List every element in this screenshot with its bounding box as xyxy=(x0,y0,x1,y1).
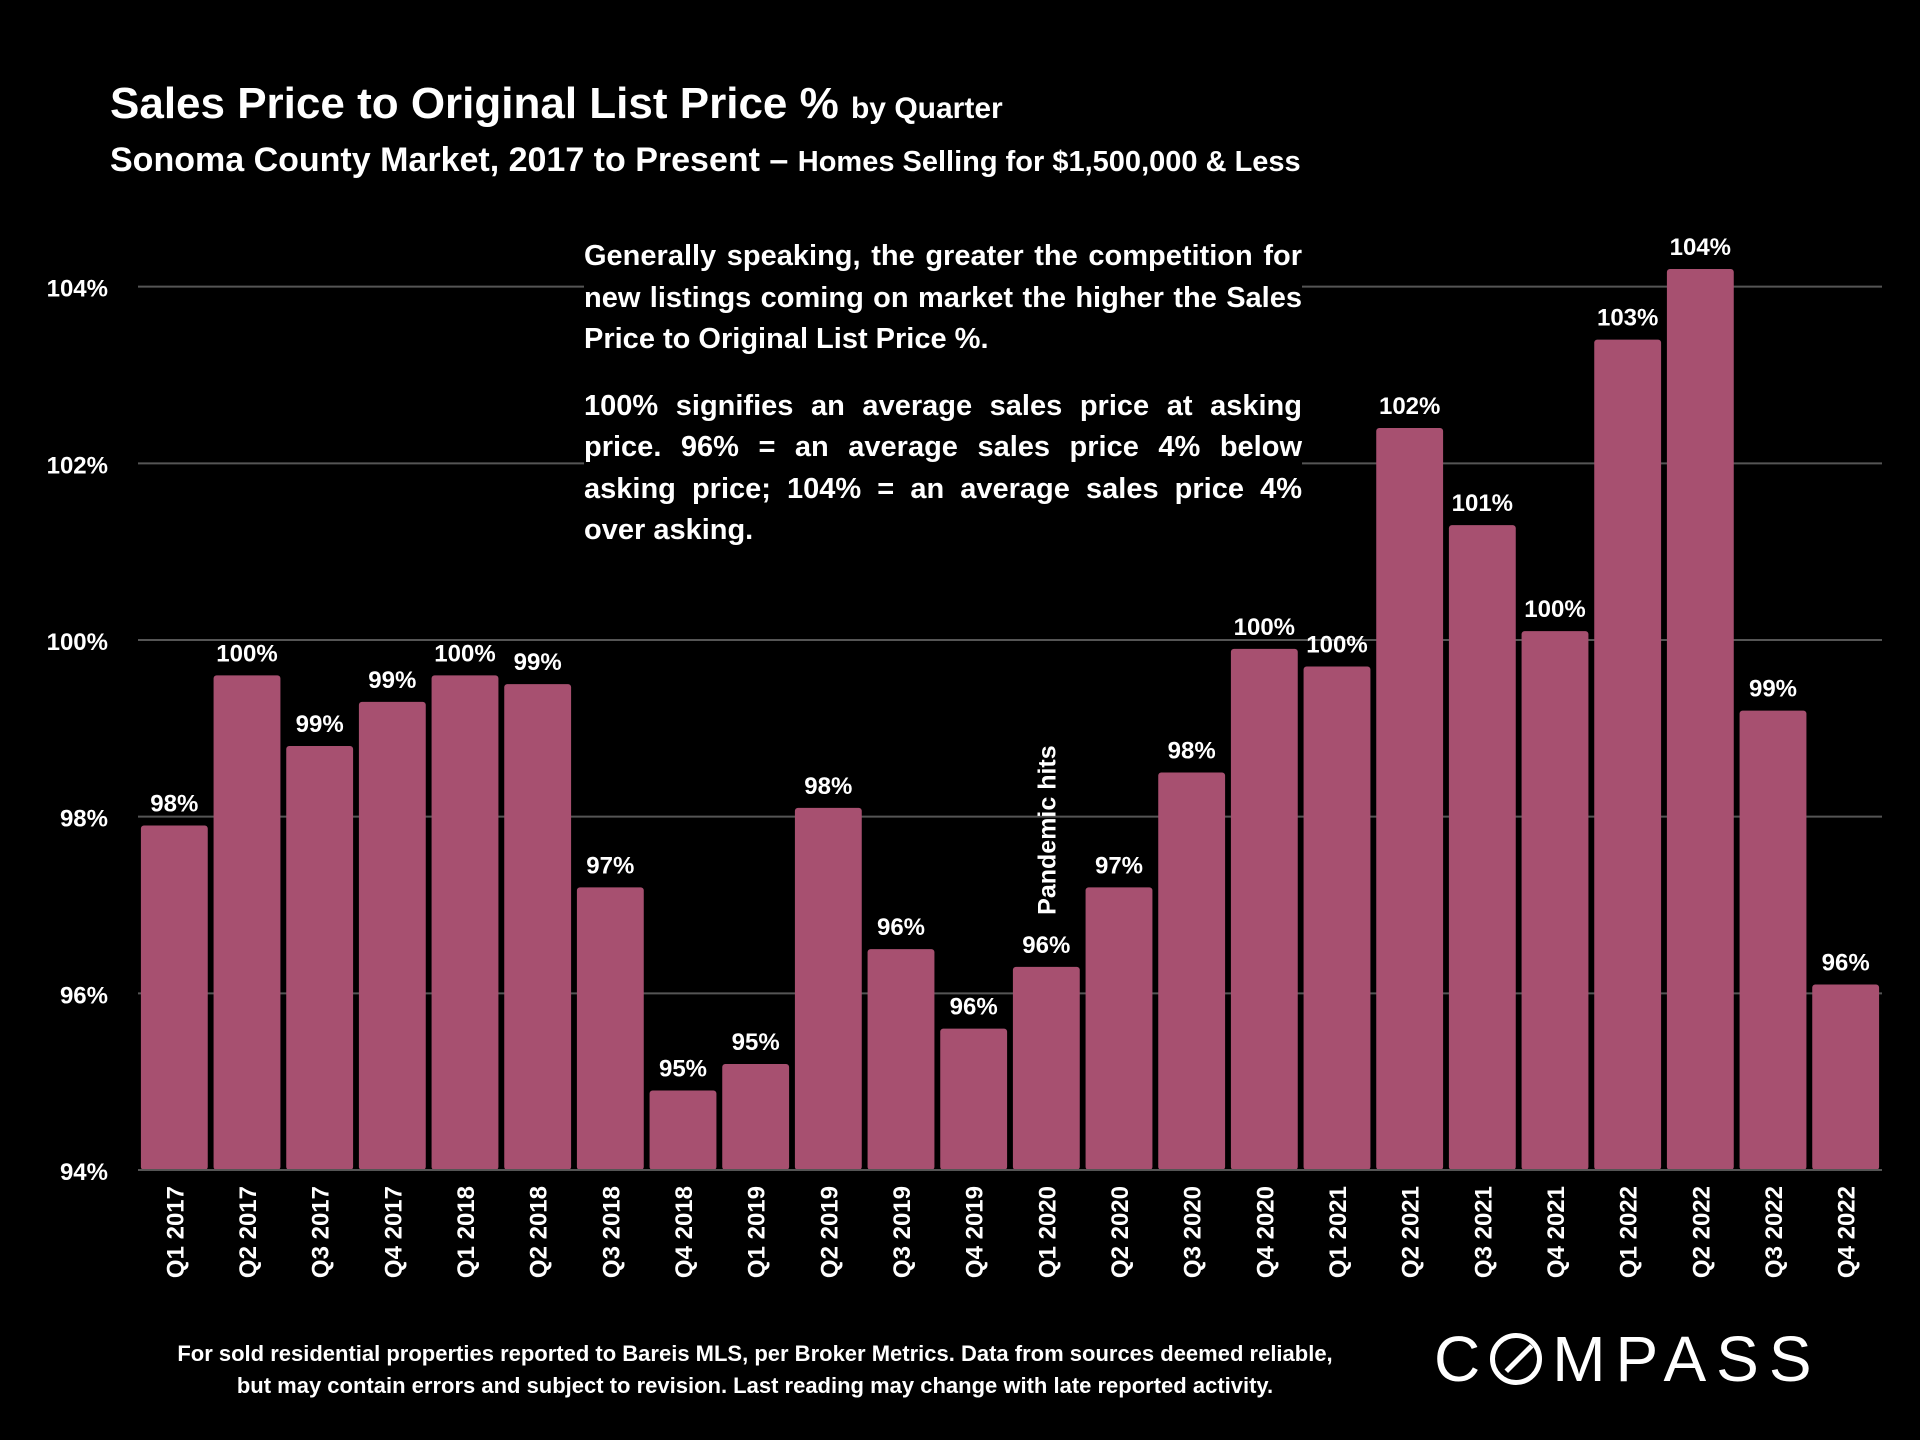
x-tick-label: Q4 2018 xyxy=(671,1186,698,1278)
x-tick-label: Q2 2018 xyxy=(526,1186,553,1278)
data-label: 102% xyxy=(1379,393,1440,420)
bar xyxy=(504,684,572,1170)
x-tick-label: Q4 2021 xyxy=(1543,1186,1570,1278)
chart-subtitle-main: Sonoma County Market, 2017 to Present – xyxy=(110,141,789,179)
explanation-paragraph-1: Generally speaking, the greater the comp… xyxy=(584,240,1302,355)
chart-title-main: Sales Price to Original List Price % xyxy=(110,79,839,128)
chart-subtitle: Sonoma County Market, 2017 to Present – … xyxy=(110,135,1301,187)
data-label: 97% xyxy=(1095,852,1143,879)
bar xyxy=(576,887,644,1170)
x-tick-label: Q1 2018 xyxy=(453,1186,480,1278)
data-label: 99% xyxy=(296,711,344,738)
data-label: 104% xyxy=(1670,234,1731,261)
x-tick-label: Q3 2021 xyxy=(1470,1186,1497,1278)
bar xyxy=(1158,772,1226,1170)
logo-compass-o-icon xyxy=(1490,1333,1543,1385)
data-label: 98% xyxy=(150,791,198,818)
bar xyxy=(1521,631,1589,1170)
y-tick-label: 104% xyxy=(47,276,108,303)
x-tick-label: Q3 2022 xyxy=(1761,1186,1788,1278)
chart-subtitle-suffix: Homes Selling for $1,500,000 & Less xyxy=(797,146,1301,178)
bar xyxy=(1666,269,1734,1170)
bar xyxy=(213,675,281,1170)
bar xyxy=(140,825,208,1170)
x-tick-label: Q1 2022 xyxy=(1616,1186,1643,1278)
data-label: 98% xyxy=(804,773,852,800)
y-tick-label: 98% xyxy=(60,806,108,833)
bar xyxy=(722,1064,790,1170)
logo-letter-c: C xyxy=(1434,1323,1491,1395)
data-label: 100% xyxy=(1234,614,1295,641)
x-tick-label: Q4 2020 xyxy=(1252,1186,1279,1278)
data-label: 103% xyxy=(1597,305,1658,332)
y-tick-label: 96% xyxy=(60,982,108,1009)
chart-title-suffix: by Quarter xyxy=(850,92,1003,125)
logo-letters-rest: MPASS xyxy=(1552,1323,1822,1395)
data-label: 95% xyxy=(732,1029,780,1056)
data-label: 100% xyxy=(1306,632,1367,659)
data-label: 99% xyxy=(368,667,416,694)
x-tick-label: Q4 2017 xyxy=(380,1186,407,1278)
data-label: 100% xyxy=(216,640,277,667)
x-tick-label: Q2 2019 xyxy=(816,1186,843,1278)
data-label: 98% xyxy=(1168,738,1216,765)
x-tick-label: Q3 2018 xyxy=(598,1186,625,1278)
data-label: 99% xyxy=(1749,676,1797,703)
data-label: 96% xyxy=(1022,932,1070,959)
bar xyxy=(286,746,354,1170)
data-label: 96% xyxy=(1822,950,1870,977)
explanation-note: Generally speaking, the greater the comp… xyxy=(584,236,1302,556)
x-tick-label: Q1 2020 xyxy=(1034,1186,1061,1278)
x-tick-label: Q2 2017 xyxy=(235,1186,262,1278)
data-label: 100% xyxy=(434,640,495,667)
bar xyxy=(358,701,426,1170)
data-label: 96% xyxy=(877,914,925,941)
x-tick-label: Q1 2017 xyxy=(162,1186,189,1278)
bar xyxy=(1230,648,1298,1170)
x-tick-label: Q4 2022 xyxy=(1834,1186,1861,1278)
footnote-line-2: but may contain errors and subject to re… xyxy=(236,1373,1274,1398)
footnote-line-1: For sold residential properties reported… xyxy=(177,1341,1333,1366)
source-footnote: For sold residential properties reported… xyxy=(130,1338,1380,1402)
bar xyxy=(1812,984,1880,1170)
data-label: 101% xyxy=(1452,490,1513,517)
bar xyxy=(1012,966,1080,1170)
bar xyxy=(1376,428,1444,1170)
bar xyxy=(431,675,499,1170)
y-tick-label: 94% xyxy=(60,1159,108,1186)
x-tick-label: Q1 2021 xyxy=(1325,1186,1352,1278)
x-tick-label: Q3 2017 xyxy=(308,1186,335,1278)
bar xyxy=(940,1028,1008,1170)
x-tick-label: Q2 2021 xyxy=(1398,1186,1425,1278)
chart-title-block: Sales Price to Original List Price % by … xyxy=(110,78,1301,187)
bar-chart: 94% 96% 98% 100% 102% 104% 98% Q1 2017 100% Q2 20… xyxy=(47,234,1882,1278)
bar xyxy=(649,1090,717,1170)
bar xyxy=(1739,710,1807,1170)
x-tick-label: Q3 2020 xyxy=(1180,1186,1207,1278)
data-label: 96% xyxy=(950,994,998,1021)
bar xyxy=(1594,339,1662,1171)
bar xyxy=(1085,887,1153,1170)
data-label: 100% xyxy=(1524,596,1585,623)
data-label: 99% xyxy=(514,649,562,676)
compass-logo: C MPASS xyxy=(1434,1322,1822,1396)
x-tick-label: Q2 2020 xyxy=(1107,1186,1134,1278)
chart-title: Sales Price to Original List Price % by … xyxy=(110,78,1301,135)
y-tick-label: 102% xyxy=(47,452,108,479)
bar xyxy=(794,807,862,1170)
bar xyxy=(1303,666,1371,1170)
x-tick-label: Q2 2022 xyxy=(1688,1186,1715,1278)
data-label: 97% xyxy=(586,852,634,879)
x-tick-label: Q4 2019 xyxy=(962,1186,989,1278)
x-tick-label: Q3 2019 xyxy=(889,1186,916,1278)
pandemic-annotation: Pandemic hits xyxy=(1033,745,1061,915)
bar xyxy=(867,949,935,1170)
bar xyxy=(1448,525,1516,1170)
x-tick-label: Q1 2019 xyxy=(744,1186,771,1278)
explanation-paragraph-2: 100% signifies an average sales price at… xyxy=(584,389,1302,547)
data-label: 95% xyxy=(659,1056,707,1083)
y-tick-label: 100% xyxy=(47,629,108,656)
